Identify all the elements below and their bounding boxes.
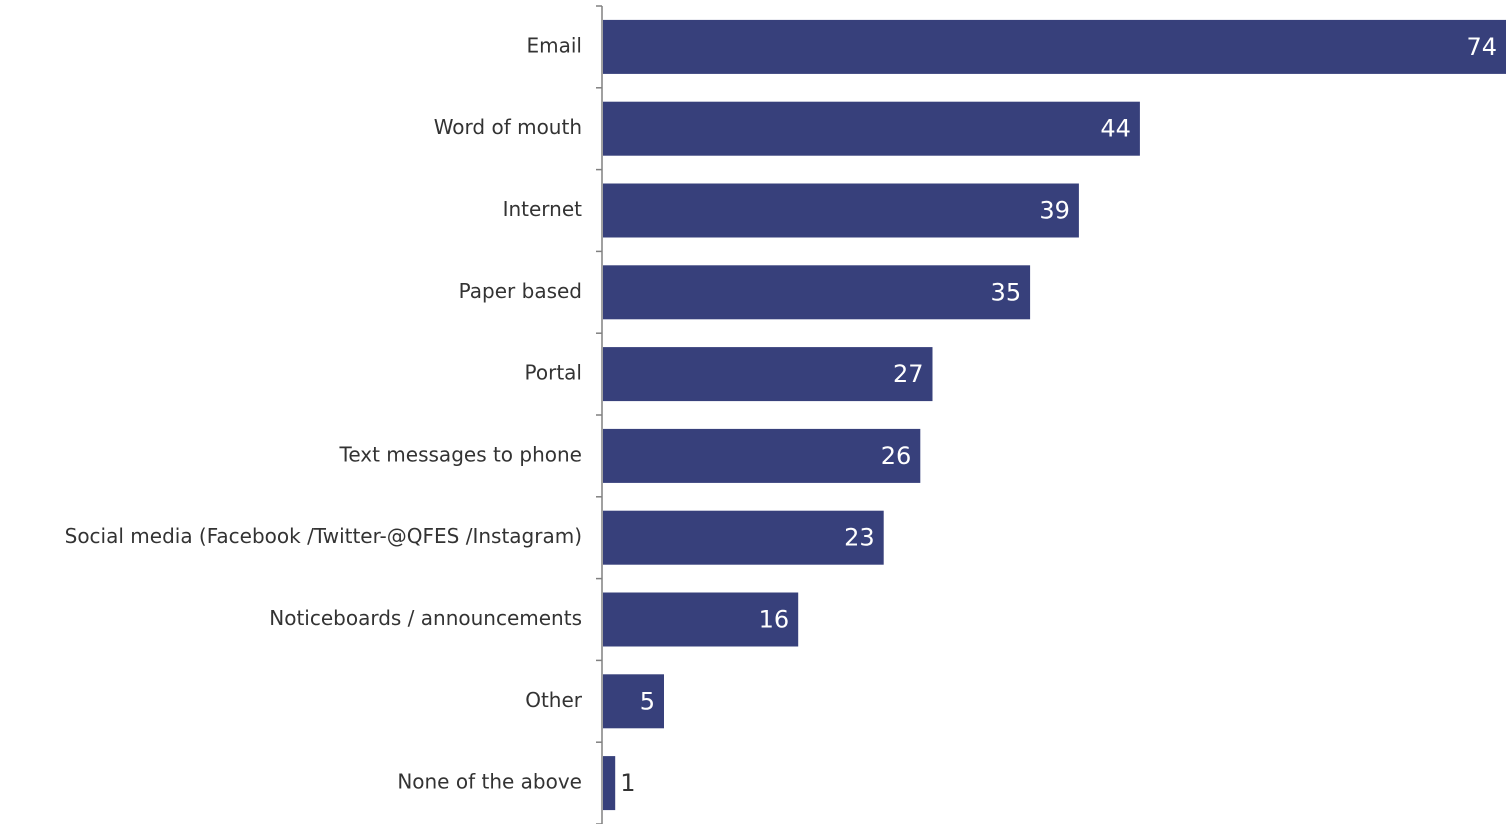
category-label-5: Text messages to phone: [339, 442, 583, 466]
value-label-5: 26: [881, 442, 912, 470]
value-label-0: 74: [1466, 33, 1497, 61]
value-label-8: 5: [640, 687, 655, 715]
category-label-4: Portal: [525, 361, 582, 385]
value-label-6: 23: [844, 524, 875, 552]
category-label-7: Noticeboards / announcements: [269, 606, 582, 630]
category-label-6: Social media (Facebook /Twitter-@QFES /I…: [65, 524, 582, 548]
category-label-2: Internet: [503, 197, 583, 221]
bars-group: [603, 19, 1506, 811]
bar-0: [603, 19, 1506, 74]
category-label-8: Other: [525, 688, 583, 712]
bar-7: [603, 592, 799, 647]
bar-4: [603, 347, 933, 402]
bar-1: [603, 101, 1140, 156]
bar-2: [603, 183, 1079, 238]
bar-3: [603, 265, 1031, 320]
value-label-3: 35: [991, 278, 1022, 306]
value-label-9: 1: [620, 769, 635, 797]
value-label-1: 44: [1100, 115, 1131, 143]
value-label-4: 27: [893, 360, 924, 388]
category-labels-group: Email Word of mouth Internet Paper based Por…: [65, 33, 583, 793]
value-label-7: 16: [759, 606, 790, 634]
bar-9: [603, 756, 616, 811]
category-label-9: None of the above: [397, 770, 582, 794]
bar-5: [603, 428, 921, 483]
value-label-2: 39: [1039, 197, 1070, 225]
bar-8: [603, 674, 664, 729]
category-label-1: Word of mouth: [434, 115, 582, 139]
category-label-3: Paper based: [459, 279, 582, 303]
y-axis: [596, 5, 603, 824]
bar-6: [603, 510, 884, 565]
category-label-0: Email: [527, 33, 583, 57]
value-labels-group: 74 44 39 35 27 26 23 16 5 1: [620, 33, 1497, 797]
